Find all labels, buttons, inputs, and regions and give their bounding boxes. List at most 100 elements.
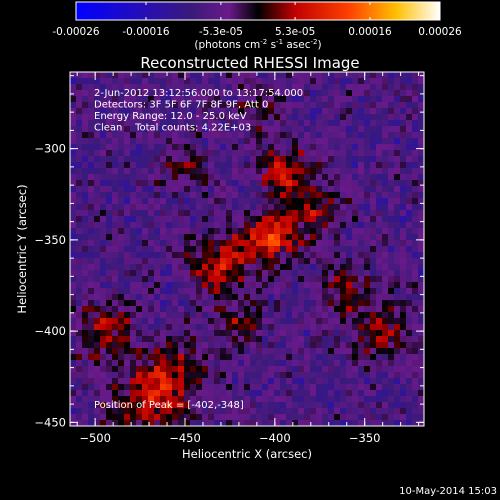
heatmap-cell [136,360,143,367]
heatmap-cell [280,378,287,385]
heatmap-cell [76,180,83,187]
heatmap-cell [220,420,227,426]
heatmap-cell [292,246,299,253]
heatmap-cell [412,384,419,391]
heatmap-cell [94,180,101,187]
heatmap-cell [358,72,365,79]
heatmap-cell [190,282,197,289]
heatmap-cell [322,162,329,169]
heatmap-cell [160,198,167,205]
heatmap-cell [190,72,197,79]
heatmap-cell [112,396,119,403]
heatmap-cell [154,132,161,139]
heatmap-cell [148,318,155,325]
heatmap-cell [418,402,424,409]
heatmap-cell [166,318,173,325]
heatmap-cell [232,318,239,325]
heatmap-cell [166,168,173,175]
heatmap-cell [94,318,101,325]
heatmap-cell [334,276,341,283]
heatmap-cell [382,288,389,295]
heatmap-cell [262,138,269,145]
heatmap-cell [178,246,185,253]
heatmap-cell [148,234,155,241]
heatmap-cell [346,72,353,79]
heatmap-cell [166,216,173,223]
heatmap-cell [382,318,389,325]
heatmap-cell [298,408,305,415]
heatmap-cell [130,420,137,426]
heatmap-cell [214,348,221,355]
heatmap-cell [112,264,119,271]
heatmap-cell [340,144,347,151]
heatmap-cell [382,330,389,337]
heatmap-cell [256,228,263,235]
heatmap-cell [124,288,131,295]
heatmap-cell [340,384,347,391]
heatmap-cell [316,78,323,85]
heatmap-cell [298,318,305,325]
heatmap-cell [370,366,377,373]
heatmap-cell [160,408,167,415]
heatmap-cell [172,390,179,397]
heatmap-cell [298,330,305,337]
heatmap-cell [274,324,281,331]
heatmap-cell [166,234,173,241]
heatmap-cell [418,276,424,283]
heatmap-cell [298,366,305,373]
heatmap-cell [220,294,227,301]
heatmap-cell [280,324,287,331]
heatmap-cell [310,114,317,121]
heatmap-cell [382,132,389,139]
heatmap-cell [196,132,203,139]
heatmap-cell [226,246,233,253]
heatmap-cell [238,78,245,85]
heatmap-cell [94,132,101,139]
heatmap-cell [280,186,287,193]
heatmap-cell [382,144,389,151]
heatmap-cell [214,336,221,343]
heatmap-cell [310,138,317,145]
heatmap-cell [328,138,335,145]
heatmap-cell [70,228,77,235]
heatmap-cell [244,108,251,115]
heatmap-cell [232,150,239,157]
heatmap-cell [238,108,245,115]
heatmap-cell [202,84,209,91]
heatmap-cell [148,246,155,253]
heatmap-cell [370,72,377,79]
heatmap-cell [160,360,167,367]
heatmap-cell [118,162,125,169]
heatmap-cell [244,126,251,133]
heatmap-cell [286,360,293,367]
heatmap-cell [298,360,305,367]
heatmap-cell [214,270,221,277]
heatmap-cell [124,156,131,163]
heatmap-cell [214,282,221,289]
heatmap-cell [148,252,155,259]
heatmap-cell [190,234,197,241]
heatmap-cell [286,84,293,91]
heatmap-cell [88,342,95,349]
heatmap-cell [220,282,227,289]
heatmap-cell [268,198,275,205]
heatmap-cell [364,78,371,85]
heatmap-cell [190,228,197,235]
heatmap-cell [370,258,377,265]
heatmap-cell [304,420,311,426]
heatmap-cell [142,402,149,409]
heatmap-cell [262,246,269,253]
heatmap-cell [238,234,245,241]
heatmap-cell [166,378,173,385]
heatmap-cell [274,96,281,103]
heatmap-cell [358,312,365,319]
heatmap-cell [352,114,359,121]
heatmap-cell [76,276,83,283]
heatmap-cell [328,126,335,133]
heatmap-cell [262,144,269,151]
heatmap-cell [160,396,167,403]
heatmap-cell [154,240,161,247]
heatmap-cell [238,294,245,301]
heatmap-cell [208,276,215,283]
heatmap-cell [196,114,203,121]
